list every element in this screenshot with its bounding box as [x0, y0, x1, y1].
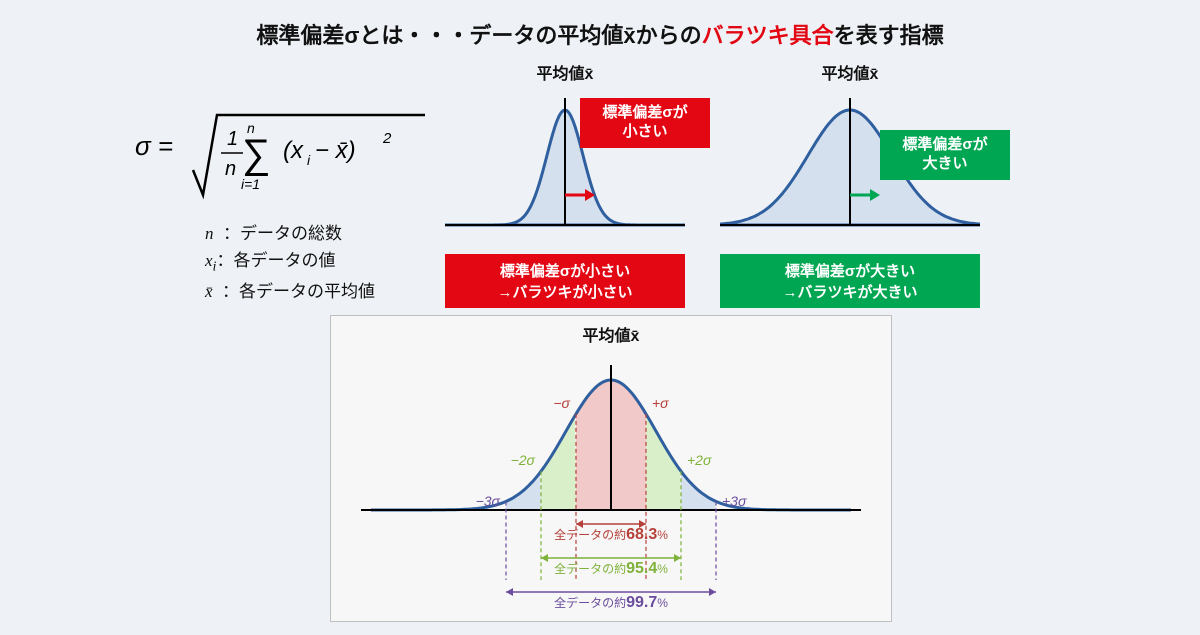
- legend: n ：データの総数 xi：各データの値 x̄ ：各データの平均値: [205, 220, 375, 305]
- title-em: バラツキ具合: [702, 23, 834, 48]
- svg-text:全データの約68.3%: 全データの約68.3%: [554, 526, 668, 543]
- term-sub: i: [307, 152, 311, 168]
- term: (x: [283, 137, 304, 164]
- sum-bot: i=1: [241, 176, 260, 192]
- bottom-title: 平均値x̄: [331, 322, 891, 346]
- page-root: { "title_pre":"標準偏差σとは・・・データの平均値x̄からの", …: [0, 0, 1200, 635]
- chart-small-box: 標準偏差σが小さい: [580, 98, 710, 148]
- title-pre: 標準偏差σとは・・・データの平均値x̄からの: [256, 23, 701, 48]
- frac-bot: n: [225, 158, 236, 180]
- sigma-eq: σ =: [135, 131, 173, 161]
- svg-text:−2σ: −2σ: [511, 452, 536, 468]
- chart-big-title: 平均値x̄: [720, 60, 980, 84]
- chart-small-caption: 標準偏差σが小さい→バラツキが小さい: [445, 254, 685, 308]
- legend-n: n: [205, 224, 214, 243]
- svg-text:+2σ: +2σ: [687, 452, 712, 468]
- svg-text:−3σ: −3σ: [476, 493, 501, 509]
- legend-xi-txt: ：各データの値: [216, 251, 335, 270]
- svg-text:+σ: +σ: [652, 395, 669, 411]
- chart-big-caption: 標準偏差σが大きい→バラツキが大きい: [720, 254, 980, 308]
- legend-xbar-txt: ：各データの平均値: [222, 282, 375, 301]
- term-exp: 2: [382, 130, 392, 147]
- formula-block: σ = 1 n n ∑ i=1 (x i − x̄) 2: [135, 95, 435, 220]
- sum-icon: ∑: [241, 132, 270, 176]
- legend-n-txt: ：データの総数: [223, 224, 342, 243]
- legend-xi: x: [205, 251, 213, 270]
- bottom-panel: 平均値x̄ −σ +σ −2σ +2σ −3σ +3σ 全データの約68.3% 全データの約9…: [330, 315, 892, 622]
- page-title: 標準偏差σとは・・・データの平均値x̄からのバラツキ具合を表す指標: [0, 18, 1200, 50]
- svg-text:全データの約99.7%: 全データの約99.7%: [554, 594, 668, 611]
- chart-big-sigma: 平均値x̄ 標準偏差σが大きい 標準偏差σが大きい→バラツキが大きい: [720, 60, 980, 308]
- chart-small-sigma: 平均値x̄ 標準偏差σが小さい 標準偏差σが小さい→バラツキが小さい: [445, 60, 685, 308]
- svg-text:+3σ: +3σ: [722, 493, 747, 509]
- legend-xbar: x̄: [205, 282, 213, 301]
- svg-text:−σ: −σ: [553, 395, 570, 411]
- title-post: を表す指標: [834, 23, 944, 48]
- term2: − x̄): [315, 137, 356, 164]
- chart-big-box: 標準偏差σが大きい: [880, 130, 1010, 180]
- svg-text:全データの約95.4%: 全データの約95.4%: [554, 560, 668, 577]
- bottom-svg: −σ +σ −2σ +2σ −3σ +3σ 全データの約68.3% 全データの約95.4% 全デ…: [331, 350, 891, 625]
- frac-top: 1: [227, 128, 238, 150]
- formula-svg: σ = 1 n n ∑ i=1 (x i − x̄) 2: [135, 95, 435, 215]
- chart-small-title: 平均値x̄: [445, 60, 685, 84]
